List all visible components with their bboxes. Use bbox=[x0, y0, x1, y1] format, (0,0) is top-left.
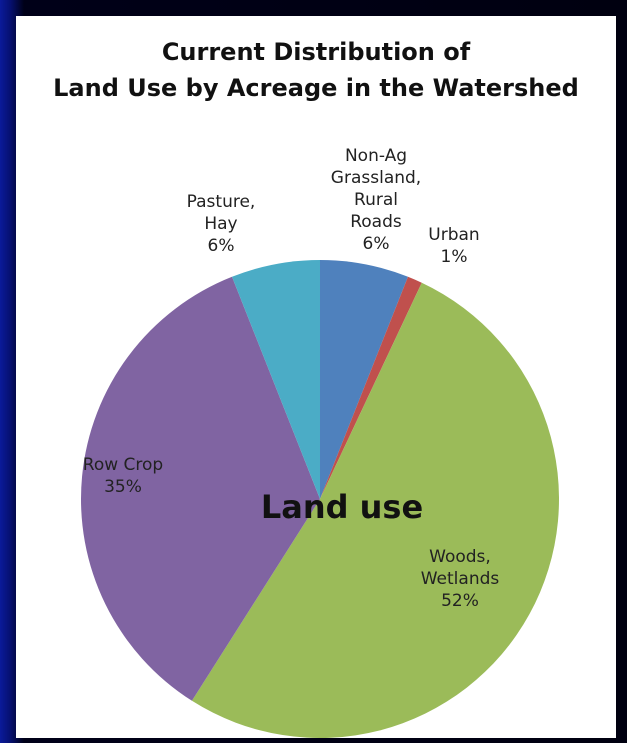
slice-percent-non-ag-grassland-rural-roads: 6% bbox=[363, 234, 390, 254]
chart-title-line-2: Land Use by Acreage in the Watershed bbox=[53, 74, 579, 102]
pie-slice-row-crop bbox=[81, 276, 320, 701]
slice-label-line: Urban bbox=[428, 225, 479, 245]
slice-label-line: Wetlands bbox=[421, 569, 500, 589]
slice-label-line: Pasture, bbox=[187, 192, 256, 212]
pie-slice-non-ag-grassland-rural-roads bbox=[320, 260, 408, 499]
pie-slices bbox=[81, 260, 559, 738]
pie-chart: Non-Ag Grassland, Rural Roads 6% Urban 1%Woods… bbox=[81, 146, 559, 738]
slice-label-woods-wetlands: Woods, Wetlands 52% bbox=[421, 547, 500, 611]
slice-label-line: Row Crop bbox=[83, 455, 163, 475]
slice-label-row-crop: Row Crop 35% bbox=[83, 455, 163, 497]
slice-label-line: Roads bbox=[350, 212, 402, 232]
slice-label-line: Non-Ag bbox=[345, 146, 407, 166]
center-label: Land use bbox=[261, 488, 423, 526]
chart-title: Current Distribution of Land Use by Acre… bbox=[16, 34, 616, 106]
pie-slice-urban bbox=[320, 276, 422, 499]
chart-panel: Current Distribution of Land Use by Acre… bbox=[16, 16, 616, 738]
slice-percent-row-crop: 35% bbox=[104, 477, 142, 497]
slice-label-line: Hay bbox=[204, 214, 237, 234]
slice-label-urban: Urban 1% bbox=[428, 225, 479, 267]
slice-percent-urban: 1% bbox=[441, 247, 468, 267]
slice-label-line: Woods, bbox=[429, 547, 491, 567]
chart-title-line-1: Current Distribution of bbox=[161, 38, 471, 66]
pie-slice-woods-wetlands bbox=[191, 282, 559, 738]
slice-percent-pasture-hay: 6% bbox=[208, 236, 235, 256]
slice-label-line: Grassland, bbox=[331, 168, 421, 188]
pie-slice-pasture-hay bbox=[232, 260, 320, 499]
slice-label-line: Rural bbox=[354, 190, 398, 210]
slice-percent-woods-wetlands: 52% bbox=[441, 591, 479, 611]
slice-label-pasture-hay: Pasture, Hay 6% bbox=[187, 192, 256, 256]
slice-label-non-ag-grassland-rural-roads: Non-Ag Grassland, Rural Roads 6% bbox=[331, 146, 421, 254]
